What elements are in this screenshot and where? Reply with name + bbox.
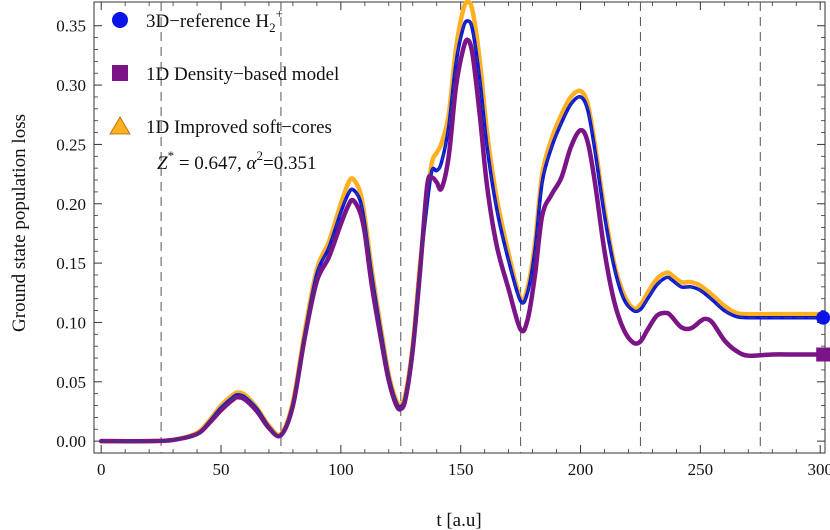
y-axis-label: Ground state population loss <box>9 114 30 332</box>
legend: 3D−reference H2+ 1D Density−based model … <box>109 6 339 138</box>
legend-item-density-based: 1D Density−based model <box>112 64 339 85</box>
end-markers <box>816 310 830 362</box>
legend-label-3d-subscript: 2 <box>269 20 276 35</box>
legend-square-icon <box>112 65 128 81</box>
x-tick-label: 150 <box>448 460 474 479</box>
x-tick-label: 50 <box>213 460 230 479</box>
legend-label-3d-superscript: + <box>276 6 283 21</box>
annotation-alpha-symbol: α <box>247 153 258 174</box>
annotation-alpha-superscript: 2 <box>257 148 264 163</box>
y-tick-label: 0.05 <box>56 373 86 392</box>
svg-text:3D−reference H2+: 3D−reference H2+ <box>146 6 283 35</box>
legend-item-3d-reference: 3D−reference H2+ <box>112 6 283 35</box>
x-tick-label: 250 <box>688 460 714 479</box>
x-tick-label: 200 <box>568 460 594 479</box>
x-tick-label: 0 <box>97 460 106 479</box>
annotation-z-symbol: Z <box>157 153 168 174</box>
x-tick-label: 300 <box>807 460 830 479</box>
y-tick-label: 0.15 <box>56 254 86 273</box>
series-layer <box>98 0 823 444</box>
y-tick-label: 0.30 <box>56 76 86 95</box>
legend-triangle-icon <box>109 116 131 135</box>
legend-label-improved-soft-cores: 1D Improved soft−cores <box>146 117 332 138</box>
series-line <box>98 37 823 444</box>
y-tick-label: 0.10 <box>56 313 86 332</box>
legend-circle-icon <box>112 12 128 28</box>
end-marker-circle <box>816 310 830 325</box>
y-tick-label: 0.00 <box>56 432 86 451</box>
end-marker-square <box>816 347 830 362</box>
y-tick-label: 0.20 <box>56 195 86 214</box>
x-axis-label: t [a.u] <box>436 510 481 530</box>
annotation-z-value: = 0.647, <box>174 153 246 174</box>
series-line <box>100 20 821 442</box>
vertical-dashed-lines <box>160 2 761 453</box>
y-tick-label: 0.35 <box>56 17 86 36</box>
annotation-z-superscript: * <box>168 148 175 163</box>
y-tick-label: 0.25 <box>56 135 86 154</box>
annotation-alpha-value: =0.351 <box>263 153 316 174</box>
legend-label-density-based: 1D Density−based model <box>146 64 339 85</box>
legend-item-improved-soft-cores: 1D Improved soft−cores <box>109 116 332 138</box>
axis-ticks: 0 50 100 150 200 250 300 0.00 0.05 0.10 0.15 0.20 0.… <box>56 2 830 479</box>
x-tick-label: 100 <box>328 460 354 479</box>
parameter-annotation: Z* = 0.647, α2=0.351 <box>157 148 317 174</box>
legend-label-3d-reference: 3D−reference H <box>146 11 269 32</box>
